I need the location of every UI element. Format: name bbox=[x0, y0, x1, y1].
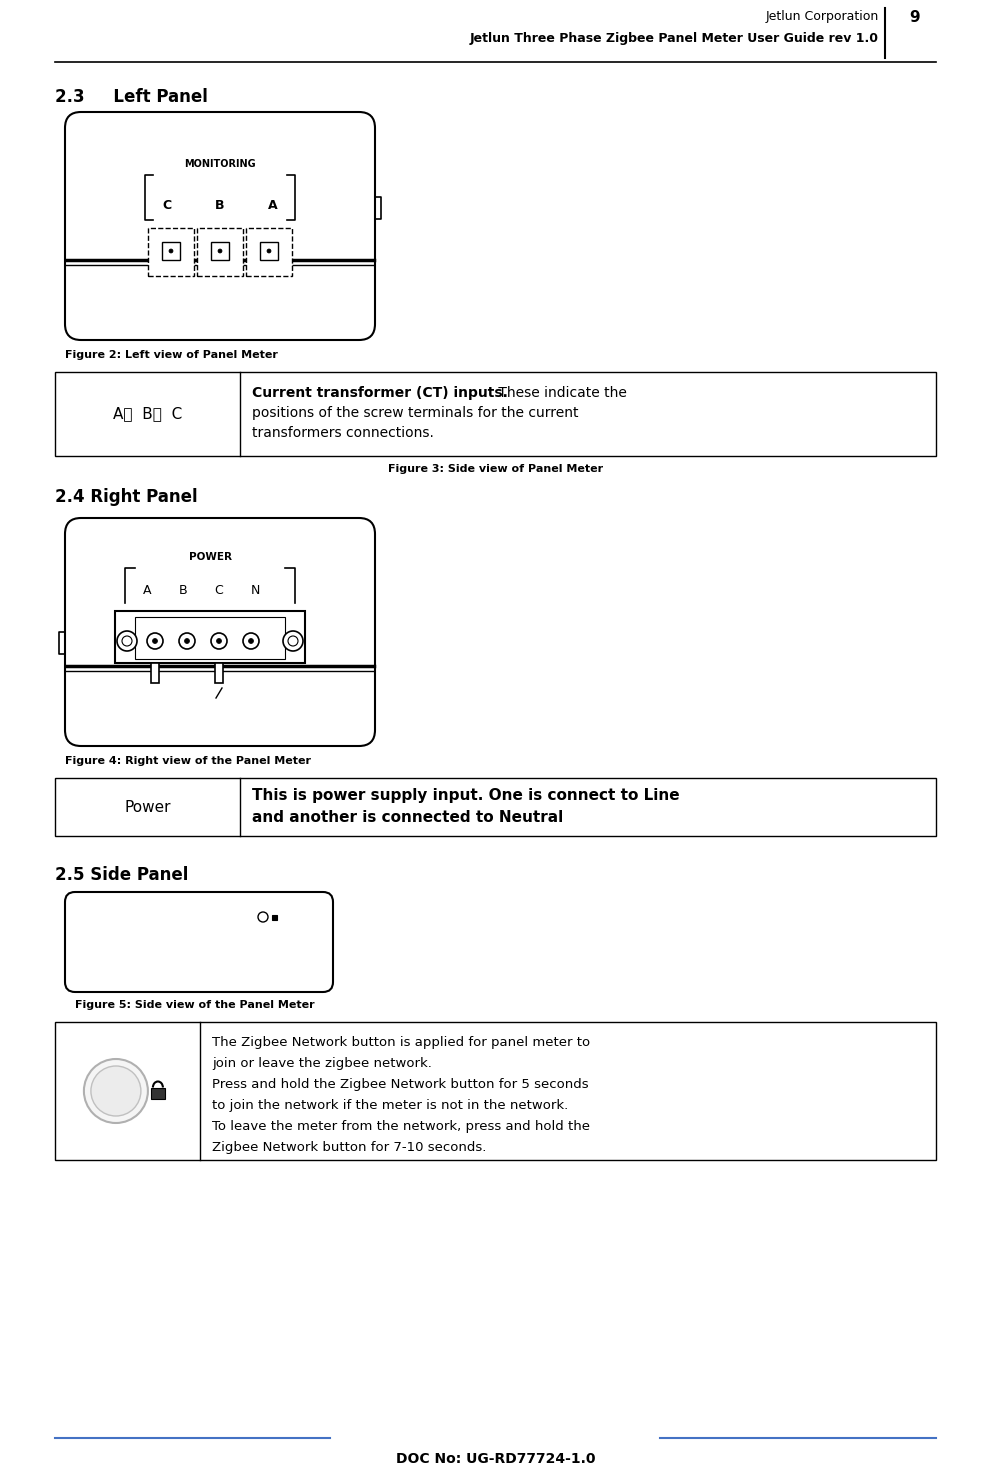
Text: Zigbee Network button for 7-10 seconds.: Zigbee Network button for 7-10 seconds. bbox=[212, 1141, 487, 1155]
Bar bbox=[162, 242, 180, 260]
Circle shape bbox=[122, 636, 132, 646]
Circle shape bbox=[184, 639, 189, 643]
Text: B: B bbox=[178, 583, 187, 596]
Text: 2.4 Right Panel: 2.4 Right Panel bbox=[55, 488, 197, 505]
Bar bbox=[151, 663, 159, 683]
Text: transformers connections.: transformers connections. bbox=[252, 426, 434, 441]
Circle shape bbox=[179, 633, 195, 649]
FancyBboxPatch shape bbox=[65, 519, 375, 746]
Text: N: N bbox=[251, 583, 260, 596]
Circle shape bbox=[153, 639, 158, 643]
Circle shape bbox=[84, 1059, 148, 1122]
Text: and another is connected to Neutral: and another is connected to Neutral bbox=[252, 809, 563, 826]
Text: Jetlun Corporation: Jetlun Corporation bbox=[766, 10, 879, 24]
Text: B: B bbox=[215, 198, 225, 212]
FancyBboxPatch shape bbox=[65, 112, 375, 339]
Text: Current transformer (CT) inputs.: Current transformer (CT) inputs. bbox=[252, 386, 507, 400]
Text: positions of the screw terminals for the current: positions of the screw terminals for the… bbox=[252, 405, 579, 420]
Circle shape bbox=[218, 250, 222, 253]
Bar bbox=[148, 228, 194, 276]
Circle shape bbox=[267, 250, 271, 253]
Bar bbox=[135, 617, 285, 660]
Circle shape bbox=[147, 633, 163, 649]
Circle shape bbox=[216, 639, 222, 643]
Circle shape bbox=[243, 633, 259, 649]
Text: 2.5 Side Panel: 2.5 Side Panel bbox=[55, 867, 188, 884]
Text: 2.3     Left Panel: 2.3 Left Panel bbox=[55, 88, 208, 106]
Text: This is power supply input. One is connect to Line: This is power supply input. One is conne… bbox=[252, 787, 680, 804]
Bar bbox=[55, 372, 936, 455]
Bar bbox=[215, 663, 223, 683]
Circle shape bbox=[283, 632, 303, 651]
Text: Press and hold the Zigbee Network button for 5 seconds: Press and hold the Zigbee Network button… bbox=[212, 1078, 589, 1091]
Circle shape bbox=[258, 912, 268, 923]
Bar bbox=[115, 611, 305, 663]
Circle shape bbox=[169, 250, 173, 253]
Text: To leave the meter from the network, press and hold the: To leave the meter from the network, pre… bbox=[212, 1119, 590, 1133]
Text: to join the network if the meter is not in the network.: to join the network if the meter is not … bbox=[212, 1099, 568, 1112]
Text: C: C bbox=[163, 198, 171, 212]
Text: A，  B，  C: A， B， C bbox=[113, 407, 182, 422]
Bar bbox=[197, 228, 243, 276]
Text: Figure 3: Side view of Panel Meter: Figure 3: Side view of Panel Meter bbox=[387, 464, 604, 474]
Bar bbox=[55, 1022, 936, 1161]
Text: Figure 4: Right view of the Panel Meter: Figure 4: Right view of the Panel Meter bbox=[65, 757, 311, 765]
Bar bbox=[55, 779, 936, 836]
Text: Power: Power bbox=[124, 799, 170, 814]
Text: These indicate the: These indicate the bbox=[494, 386, 627, 400]
FancyBboxPatch shape bbox=[65, 892, 333, 992]
Text: DOC No: UG-RD77724-1.0: DOC No: UG-RD77724-1.0 bbox=[395, 1451, 596, 1466]
Text: A: A bbox=[143, 583, 152, 596]
Bar bbox=[211, 242, 229, 260]
Bar bbox=[260, 242, 278, 260]
Text: join or leave the zigbee network.: join or leave the zigbee network. bbox=[212, 1058, 432, 1069]
Text: The Zigbee Network button is applied for panel meter to: The Zigbee Network button is applied for… bbox=[212, 1036, 590, 1049]
Bar bbox=[151, 1087, 165, 1099]
Circle shape bbox=[117, 632, 137, 651]
Text: C: C bbox=[215, 583, 223, 596]
Text: Figure 5: Side view of the Panel Meter: Figure 5: Side view of the Panel Meter bbox=[75, 1000, 314, 1011]
Text: 9: 9 bbox=[910, 10, 921, 25]
Text: Figure 2: Left view of Panel Meter: Figure 2: Left view of Panel Meter bbox=[65, 350, 277, 360]
Circle shape bbox=[288, 636, 298, 646]
Bar bbox=[272, 915, 277, 920]
Text: A: A bbox=[269, 198, 277, 212]
Text: POWER: POWER bbox=[188, 552, 232, 563]
Circle shape bbox=[211, 633, 227, 649]
Circle shape bbox=[91, 1066, 141, 1116]
Text: MONITORING: MONITORING bbox=[184, 159, 256, 169]
Bar bbox=[246, 228, 292, 276]
Circle shape bbox=[249, 639, 254, 643]
Text: Jetlun Three Phase Zigbee Panel Meter User Guide rev 1.0: Jetlun Three Phase Zigbee Panel Meter Us… bbox=[470, 32, 879, 46]
